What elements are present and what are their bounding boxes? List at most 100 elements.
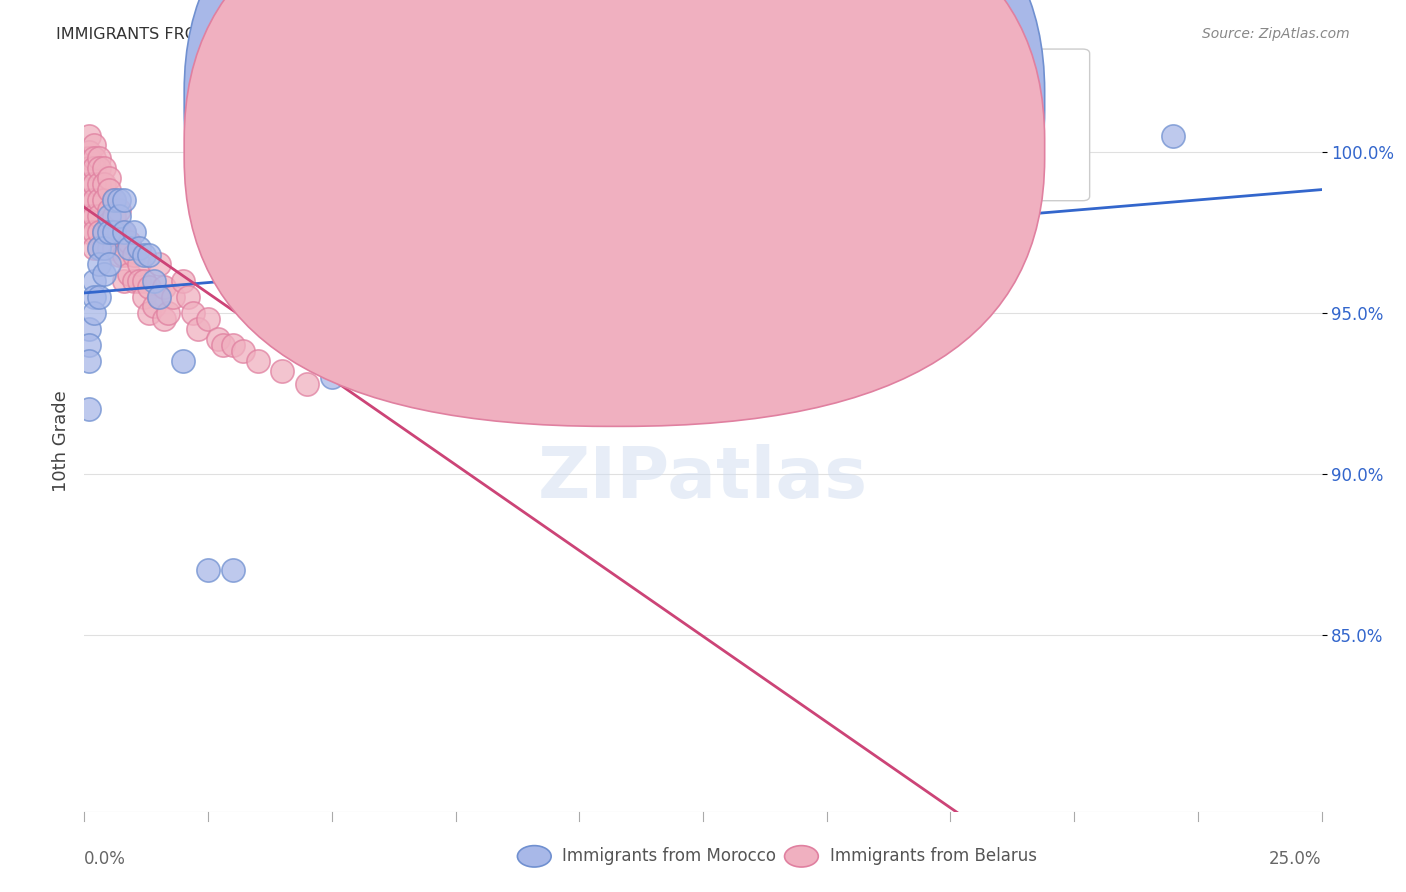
Point (212, 338, 235, 352)
Point (222, 338, 245, 352)
Point (118, 241, 141, 255)
Point (83, 290, 105, 304)
Point (142, 274, 165, 288)
Point (89, 161, 111, 175)
Point (93, 225, 115, 239)
Point (187, 322, 209, 336)
Point (112, 193, 135, 207)
Point (79, 193, 101, 207)
Text: Source: ZipAtlas.com: Source: ZipAtlas.com (1202, 27, 1350, 41)
Point (162, 290, 184, 304)
Point (370, 128, 392, 143)
Point (232, 344, 254, 359)
Text: IMMIGRANTS FROM MOROCCO VS IMMIGRANTS FROM BELARUS 10TH GRADE CORRELATION CHART: IMMIGRANTS FROM MOROCCO VS IMMIGRANTS FR… (56, 27, 855, 42)
Point (79, 145, 101, 159)
Point (103, 241, 125, 255)
Point (98, 216, 121, 230)
Point (132, 290, 155, 304)
Point (148, 290, 170, 304)
Point (89, 193, 111, 207)
Point (89, 258, 111, 272)
Point (98, 184, 121, 198)
Point (98, 225, 121, 239)
Point (138, 248, 160, 262)
Point (98, 202, 121, 217)
Text: 37: 37 (823, 89, 848, 107)
Point (128, 274, 150, 288)
Point (79, 177, 101, 191)
Point (89, 241, 111, 255)
Point (122, 248, 145, 262)
Point (83, 306, 105, 320)
Point (79, 322, 101, 336)
Point (83, 138, 105, 153)
Point (79, 338, 101, 352)
Text: N =: N = (766, 138, 806, 156)
Point (132, 274, 155, 288)
Point (181, 306, 204, 320)
Point (122, 274, 145, 288)
Point (83, 193, 105, 207)
Point (128, 241, 150, 255)
Y-axis label: 10th Grade: 10th Grade (52, 391, 70, 492)
Point (98, 258, 121, 272)
Point (89, 209, 111, 223)
Point (108, 209, 131, 223)
Point (89, 177, 111, 191)
Point (103, 225, 125, 239)
Text: Immigrants from Morocco: Immigrants from Morocco (562, 847, 776, 865)
Point (112, 274, 135, 288)
Point (89, 151, 111, 165)
Point (79, 128, 101, 143)
Point (98, 209, 121, 223)
Point (93, 193, 115, 207)
Point (98, 241, 121, 255)
Point (138, 280, 160, 294)
Text: N =: N = (766, 89, 806, 107)
Point (98, 170, 121, 185)
Point (148, 258, 170, 272)
Point (93, 225, 115, 239)
Point (172, 354, 194, 368)
Point (108, 202, 131, 217)
Point (207, 332, 229, 346)
Point (112, 225, 135, 239)
Point (222, 563, 245, 577)
Point (370, 312, 392, 326)
Point (118, 267, 141, 281)
Point (89, 225, 111, 239)
Point (122, 225, 145, 239)
Text: 0.338: 0.338 (682, 89, 740, 107)
Point (128, 258, 150, 272)
Point (157, 306, 180, 320)
Point (79, 354, 101, 368)
Point (112, 225, 135, 239)
Point (83, 274, 105, 288)
Point (93, 161, 115, 175)
Point (79, 209, 101, 223)
Text: R =: R = (626, 138, 665, 156)
Text: ZIPatlas: ZIPatlas (538, 444, 868, 513)
Point (108, 225, 131, 239)
Text: Immigrants from Belarus: Immigrants from Belarus (830, 847, 1036, 865)
Point (79, 151, 101, 165)
Point (152, 312, 174, 326)
Point (89, 290, 111, 304)
Point (142, 299, 165, 313)
Text: 0.0%: 0.0% (84, 850, 127, 868)
Point (148, 290, 170, 304)
Point (197, 563, 219, 577)
Point (103, 193, 125, 207)
Point (197, 312, 219, 326)
Point (83, 241, 105, 255)
Text: 72: 72 (823, 138, 848, 156)
Point (93, 241, 115, 255)
Point (93, 267, 115, 281)
Point (246, 354, 269, 368)
Point (132, 248, 155, 262)
Text: 0.379: 0.379 (682, 138, 738, 156)
Text: 25.0%: 25.0% (1270, 850, 1322, 868)
Point (118, 235, 141, 249)
Point (83, 209, 105, 223)
Point (108, 193, 131, 207)
